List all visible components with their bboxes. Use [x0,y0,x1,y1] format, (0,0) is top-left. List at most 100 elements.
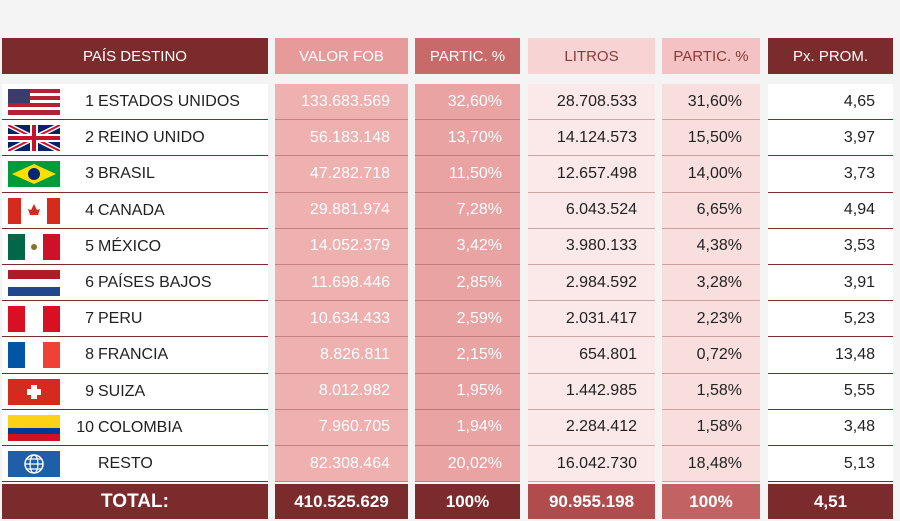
value-cell: 2.031.417 [528,301,655,338]
value-cell: 47.282.718 [275,156,408,193]
value-cell: 32,60% [415,84,520,121]
value-cell: 4,65 [768,84,893,121]
country-name: PAÍSES BAJOS [98,274,212,292]
flag-icon [8,378,60,405]
value-cell: 82.308.464 [275,446,408,483]
rank: 9 [85,382,94,400]
value-cell: 12.657.498 [528,156,655,193]
total-label: TOTAL: [2,484,268,519]
total-cell: 90.955.198 [528,484,655,519]
value-cell: 15,50% [662,120,760,157]
value-cell: 3.980.133 [528,228,655,265]
column-header: PARTIC. % [662,38,760,74]
value-cell: 3,53 [768,228,893,265]
total-cell: 100% [415,484,520,519]
value-cell: 1,95% [415,373,520,410]
value-cell: 2.284.412 [528,409,655,446]
value-cell: 14.052.379 [275,228,408,265]
flag-icon [8,342,60,369]
country-name: COLOMBIA [98,418,183,436]
value-cell: 14,00% [662,156,760,193]
value-cell: 8.012.982 [275,373,408,410]
value-cell: 1,94% [415,409,520,446]
country-name: REINO UNIDO [98,129,205,147]
value-cell: 56.183.148 [275,120,408,157]
flag-icon [8,451,60,477]
country-name: CANADA [98,201,165,219]
rank: 3 [85,165,94,183]
rank: 1 [85,93,94,111]
value-cell: 11.698.446 [275,265,408,302]
total-cell: 100% [662,484,760,519]
country-name: BRASIL [98,165,155,183]
value-cell: 5,55 [768,373,893,410]
value-cell: 4,94 [768,192,893,229]
value-cell: 20,02% [415,446,520,483]
value-cell: 2,15% [415,337,520,374]
flag-icon [8,89,60,115]
rank: 2 [85,129,94,147]
value-cell: 3,28% [662,265,760,302]
flag-icon [8,125,60,152]
rank: 4 [85,201,94,219]
flag-icon [8,306,60,333]
value-cell: 28.708.533 [528,84,655,121]
value-cell: 0,72% [662,337,760,374]
rank: 10 [76,418,94,436]
flag-icon [8,414,60,441]
value-cell: 1,58% [662,373,760,410]
value-cell: 18,48% [662,446,760,483]
value-cell: 6.043.524 [528,192,655,229]
value-cell: 3,91 [768,265,893,302]
flag-icon [8,270,60,296]
value-cell: 2.984.592 [528,265,655,302]
value-cell: 3,48 [768,409,893,446]
value-cell: 7.960.705 [275,409,408,446]
rank: 6 [85,274,94,292]
column-header: VALOR FOB [275,38,408,74]
value-cell: 654.801 [528,337,655,374]
value-cell: 11,50% [415,156,520,193]
flag-icon [8,197,60,224]
value-cell: 5,23 [768,301,893,338]
value-cell: 6,65% [662,192,760,229]
value-cell: 5,13 [768,446,893,483]
value-cell: 2,23% [662,301,760,338]
country-name: ESTADOS UNIDOS [98,93,240,111]
column-header: LITROS [528,38,655,74]
value-cell: 2,59% [415,301,520,338]
flag-icon [8,161,60,188]
value-cell: 14.124.573 [528,120,655,157]
value-cell: 16.042.730 [528,446,655,483]
value-cell: 1,58% [662,409,760,446]
total-cell: 410.525.629 [275,484,408,519]
total-cell: 4,51 [768,484,893,519]
column-header: PARTIC. % [415,38,520,74]
value-cell: 3,97 [768,120,893,157]
value-cell: 1.442.985 [528,373,655,410]
value-cell: 2,85% [415,265,520,302]
value-cell: 13,70% [415,120,520,157]
value-cell: 3,73 [768,156,893,193]
rank: 5 [85,237,94,255]
value-cell: 8.826.811 [275,337,408,374]
value-cell: 133.683.569 [275,84,408,121]
value-cell: 13,48 [768,337,893,374]
column-header: Px. PROM. [768,38,893,74]
value-cell: 10.634.433 [275,301,408,338]
value-cell: 7,28% [415,192,520,229]
column-header: PAÍS DESTINO [2,38,268,74]
country-name: FRANCIA [98,346,169,364]
value-cell: 4,38% [662,228,760,265]
value-cell: 3,42% [415,228,520,265]
country-name: PERU [98,310,143,328]
rank: 8 [85,346,94,364]
rank: 7 [85,310,94,328]
country-name: MÉXICO [98,237,162,255]
country-name: RESTO [98,455,153,473]
flag-icon [8,233,60,260]
value-cell: 29.881.974 [275,192,408,229]
value-cell: 31,60% [662,84,760,121]
country-name: SUIZA [98,382,146,400]
